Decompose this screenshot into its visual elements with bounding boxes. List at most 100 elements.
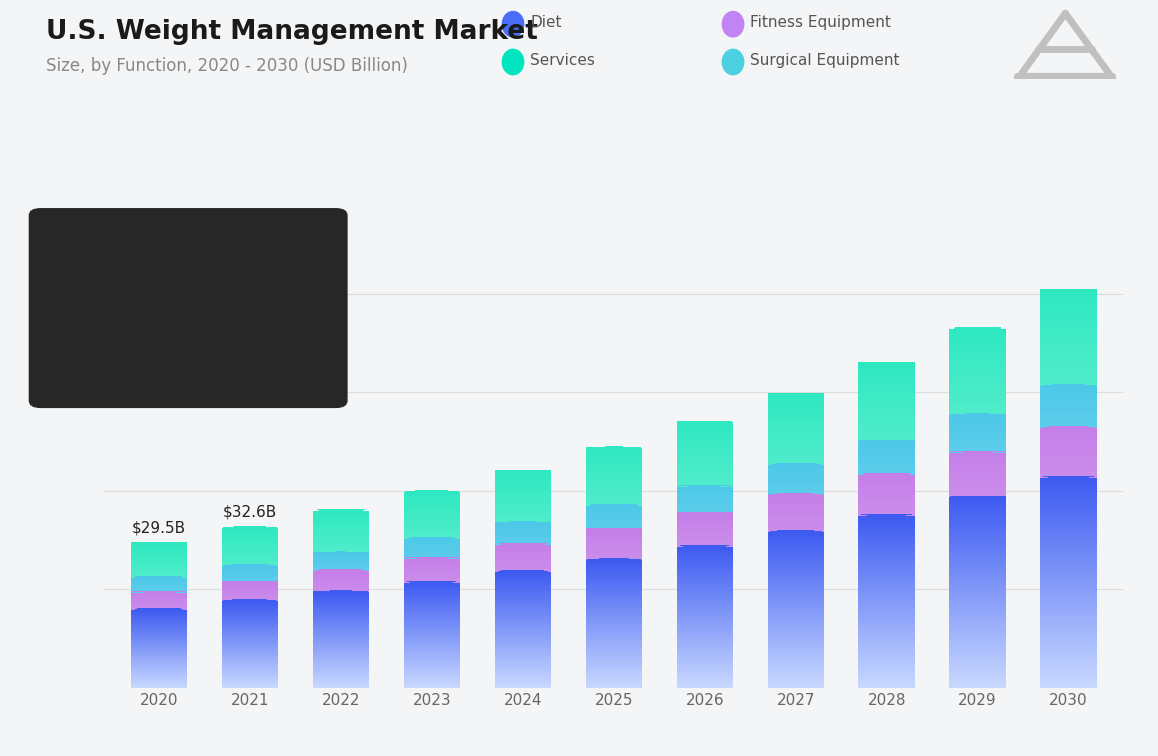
Bar — [586, 656, 642, 658]
Bar — [403, 629, 460, 630]
Bar — [313, 641, 369, 642]
Bar — [586, 572, 642, 573]
Bar — [676, 654, 733, 655]
Bar — [768, 575, 824, 576]
Bar — [676, 665, 733, 666]
Bar — [950, 671, 1006, 674]
Bar — [950, 339, 1006, 341]
Bar — [676, 557, 733, 558]
Bar — [1040, 449, 1097, 452]
Bar — [950, 621, 1006, 624]
Bar — [131, 565, 186, 566]
Bar — [586, 684, 642, 686]
Bar — [858, 651, 915, 653]
Bar — [858, 493, 915, 494]
Bar — [950, 679, 1006, 680]
Bar — [768, 680, 824, 682]
Bar — [221, 674, 278, 675]
Bar — [950, 534, 1006, 535]
Bar — [858, 553, 915, 555]
Bar — [1040, 606, 1097, 609]
Bar — [403, 686, 460, 687]
Bar — [1040, 684, 1097, 686]
Bar — [494, 543, 551, 544]
Bar — [313, 644, 369, 645]
Bar — [768, 513, 824, 514]
Bar — [131, 618, 186, 619]
Bar — [950, 531, 1006, 534]
Bar — [768, 646, 824, 648]
Bar — [221, 529, 278, 530]
Bar — [950, 685, 1006, 686]
Bar — [1040, 555, 1097, 556]
Bar — [768, 683, 824, 685]
Bar — [586, 626, 642, 627]
Bar — [676, 595, 733, 596]
Bar — [313, 652, 369, 653]
Bar — [403, 591, 460, 593]
Bar — [494, 645, 551, 646]
Bar — [221, 647, 278, 648]
Bar — [1040, 678, 1097, 680]
Bar — [494, 686, 551, 688]
Bar — [494, 590, 551, 592]
Bar — [586, 642, 642, 643]
Bar — [768, 669, 824, 671]
Bar — [586, 611, 642, 612]
Bar — [950, 482, 1006, 485]
Bar — [676, 668, 733, 669]
Bar — [131, 675, 186, 676]
Bar — [768, 671, 824, 673]
Bar — [768, 685, 824, 686]
Bar — [313, 534, 369, 535]
Bar — [768, 682, 824, 683]
Bar — [221, 550, 278, 552]
Bar — [313, 592, 369, 593]
Bar — [768, 630, 824, 631]
Bar — [676, 684, 733, 685]
Bar — [950, 594, 1006, 597]
Bar — [586, 675, 642, 677]
Bar — [950, 481, 1006, 482]
Bar — [676, 662, 733, 663]
Bar — [676, 534, 733, 535]
Bar — [221, 646, 278, 647]
Bar — [768, 538, 824, 539]
Bar — [221, 566, 278, 568]
Bar — [131, 653, 186, 654]
Bar — [950, 582, 1006, 584]
Bar — [586, 561, 642, 562]
Bar — [313, 615, 369, 616]
Bar — [1040, 447, 1097, 449]
Bar — [403, 658, 460, 659]
Bar — [676, 635, 733, 637]
Bar — [1040, 511, 1097, 513]
Bar — [494, 569, 551, 571]
Bar — [494, 601, 551, 603]
Bar — [858, 642, 915, 643]
Bar — [858, 487, 915, 489]
Bar — [768, 643, 824, 645]
Bar — [950, 527, 1006, 528]
Bar — [950, 533, 1006, 535]
Bar — [858, 617, 915, 618]
Bar — [768, 561, 824, 562]
Bar — [1040, 550, 1097, 553]
Bar — [950, 649, 1006, 652]
Bar — [858, 522, 915, 523]
Bar — [494, 545, 551, 546]
Bar — [494, 559, 551, 561]
Bar — [586, 646, 642, 648]
Bar — [676, 606, 733, 607]
Bar — [1040, 578, 1097, 581]
Bar — [586, 627, 642, 629]
Bar — [950, 619, 1006, 621]
Bar — [1040, 589, 1097, 591]
Bar — [768, 640, 824, 642]
Bar — [1040, 479, 1097, 481]
Bar — [221, 584, 278, 586]
Bar — [1040, 672, 1097, 674]
Bar — [950, 490, 1006, 491]
Bar — [1040, 584, 1097, 586]
Bar — [768, 670, 824, 671]
